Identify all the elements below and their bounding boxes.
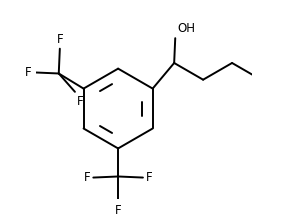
Text: F: F: [115, 204, 122, 217]
Text: F: F: [77, 95, 84, 108]
Text: F: F: [56, 33, 63, 46]
Text: OH: OH: [177, 22, 195, 35]
Text: F: F: [25, 66, 31, 79]
Text: F: F: [145, 171, 152, 184]
Text: F: F: [84, 171, 91, 184]
